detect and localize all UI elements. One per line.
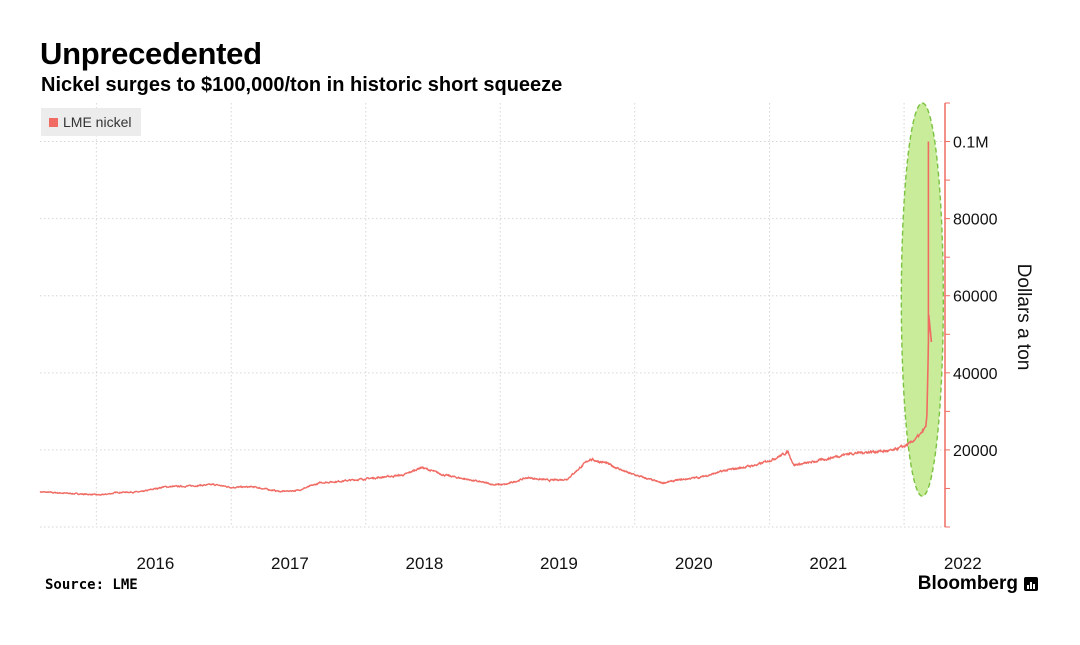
chart-title: Unprecedented — [40, 36, 262, 71]
x-tick-label: 2017 — [271, 554, 309, 573]
y-tick-label: 40000 — [953, 366, 998, 383]
gridlines — [40, 103, 945, 528]
spike-line-lme-nickel — [925, 141, 933, 427]
series-line-lme-nickel — [39, 425, 927, 496]
x-tick-label: 2021 — [809, 554, 847, 573]
y-axis — [944, 102, 950, 528]
x-tick-label: 2018 — [406, 554, 444, 573]
legend-label: LME nickel — [63, 114, 132, 130]
spike-highlight-ellipse — [900, 102, 945, 497]
y-axis-label: Dollars a ton — [1013, 264, 1034, 371]
legend-swatch — [49, 117, 58, 127]
source-note: Source: LME — [45, 577, 138, 593]
brand-name: Bloomberg — [917, 573, 1018, 594]
chart-subtitle: Nickel surges to $100,000/ton in histori… — [41, 74, 563, 96]
x-tick-label: 2022 — [944, 554, 982, 573]
x-tick-label: 2020 — [675, 554, 713, 573]
brand-logo: Bloomberg — [918, 573, 1038, 595]
x-tick-label: 2016 — [137, 554, 175, 573]
legend: LME nickel — [41, 108, 142, 136]
bar-chart-icon — [1024, 577, 1038, 591]
y-tick-label: 20000 — [953, 443, 998, 460]
y-tick-label: 60000 — [953, 289, 998, 306]
y-tick-labels: 20000 40000 60000 80000 0.1M — [953, 135, 998, 460]
y-tick-label: 0.1M — [953, 135, 989, 152]
x-tick-labels: 2016 2017 2018 2019 2020 2021 2022 — [137, 554, 982, 573]
x-tick-label: 2019 — [540, 554, 578, 573]
y-tick-label: 80000 — [953, 212, 998, 229]
